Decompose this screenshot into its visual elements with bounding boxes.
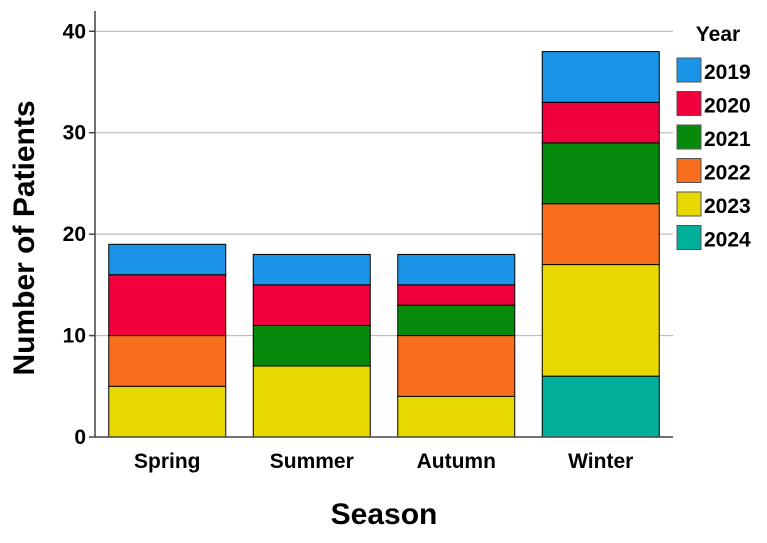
bars-layer xyxy=(108,51,660,438)
legend-label-2021: 2021 xyxy=(704,128,751,151)
legend-label-2023: 2023 xyxy=(704,195,751,218)
bar-segment-spring-2020 xyxy=(108,274,227,337)
y-axis-title: Number of Patients xyxy=(8,100,41,375)
tick-labels: 0 10 20 30 40 Spring Summer Autumn Winter xyxy=(63,20,634,473)
legend-label-2019: 2019 xyxy=(704,61,751,84)
bar-stack-autumn xyxy=(397,253,516,438)
bar-segment-autumn-2020 xyxy=(397,284,516,306)
legend: Year 2019 2020 2021 2022 2023 2024 xyxy=(676,23,751,252)
legend-title: Year xyxy=(696,23,740,46)
bar-segment-autumn-2019 xyxy=(397,253,516,286)
bar-segment-autumn-2022 xyxy=(397,335,516,397)
x-tick-label: Spring xyxy=(134,450,201,473)
x-axis-title: Season xyxy=(331,498,438,531)
bar-segment-winter-2023 xyxy=(541,264,660,377)
legend-label-2024: 2024 xyxy=(704,229,751,252)
bar-segment-spring-2022 xyxy=(108,335,227,387)
legend-swatch-2022 xyxy=(676,158,702,183)
legend-swatch-2023 xyxy=(676,191,702,217)
bar-segment-spring-2023 xyxy=(108,385,227,438)
x-tick-label: Autumn xyxy=(417,450,496,473)
bar-segment-summer-2023 xyxy=(252,365,371,438)
bar-segment-winter-2020 xyxy=(541,101,660,144)
y-tick-label: 40 xyxy=(63,20,86,43)
axes-layer xyxy=(94,11,673,438)
y-tick-label: 30 xyxy=(63,122,86,145)
bar-segment-autumn-2021 xyxy=(397,304,516,337)
bar-segment-summer-2021 xyxy=(252,324,371,367)
bar-stack-summer xyxy=(252,253,371,438)
legend-label-2022: 2022 xyxy=(704,162,751,185)
bar-segment-autumn-2023 xyxy=(397,395,516,438)
bar-stack-winter xyxy=(541,51,660,438)
legend-swatch-2019 xyxy=(676,57,702,83)
x-tick-label: Summer xyxy=(270,450,354,473)
bar-segment-winter-2019 xyxy=(541,51,660,103)
legend-label-2020: 2020 xyxy=(704,95,751,118)
x-tick-label: Winter xyxy=(568,450,633,473)
bar-stack-spring xyxy=(108,243,227,438)
bar-segment-winter-2024 xyxy=(541,375,660,438)
legend-swatch-2021 xyxy=(676,124,702,150)
bar-segment-winter-2022 xyxy=(541,203,660,266)
bar-segment-spring-2019 xyxy=(108,243,227,276)
bar-segment-summer-2020 xyxy=(252,284,371,326)
y-tick-label: 10 xyxy=(63,325,86,348)
y-tick-label: 20 xyxy=(63,223,86,246)
y-tick-label: 0 xyxy=(74,426,86,449)
legend-swatch-2024 xyxy=(676,225,702,250)
bar-segment-summer-2019 xyxy=(252,253,371,286)
legend-swatch-2020 xyxy=(676,91,702,116)
bar-segment-winter-2021 xyxy=(541,142,660,205)
